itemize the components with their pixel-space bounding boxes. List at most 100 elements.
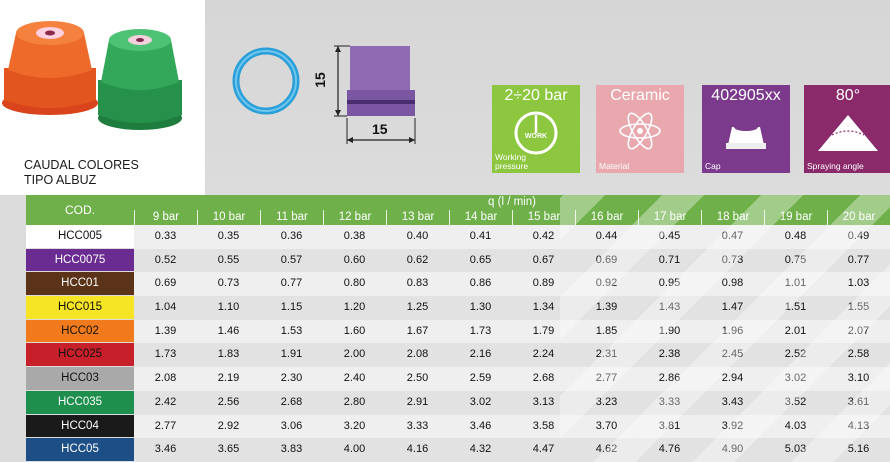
flow-value-cell: 3.58 xyxy=(512,414,575,439)
spray-angle-icon xyxy=(818,115,878,151)
flow-value-cell: 3.13 xyxy=(512,390,575,415)
flow-rate-header: q (l / min) xyxy=(134,195,890,210)
flow-value-cell: 2.16 xyxy=(449,343,512,368)
flow-value-cell: 1.85 xyxy=(575,319,638,344)
flow-value-cell: 2.31 xyxy=(575,343,638,368)
flow-value-cell: 2.52 xyxy=(764,343,827,368)
table-row: HCC02 1.39 1.46 1.53 1.60 1.67 1.73 1.79 1.85 1.9… xyxy=(26,319,890,344)
flow-value-cell: 1.01 xyxy=(764,272,827,297)
nozzle-code-cell: HCC025 xyxy=(26,343,134,367)
orange-nozzle-image xyxy=(2,21,98,115)
spec-pressure-label: Working pressure xyxy=(495,153,528,171)
title-line-1: CAUDAL COLORES xyxy=(24,158,139,172)
flow-value-cell: 3.20 xyxy=(323,414,386,439)
nozzle-code-cell: HCC015 xyxy=(26,296,134,319)
flow-value-cell: 2.38 xyxy=(638,343,701,368)
flow-value-cell: 3.52 xyxy=(764,390,827,415)
pressure-header-cell: 14 bar xyxy=(449,210,512,225)
spec-spraying-angle: 80° Spraying angle xyxy=(804,85,890,173)
flow-value-cell: 1.20 xyxy=(323,296,386,320)
flow-value-cell: 1.03 xyxy=(827,272,890,297)
flow-value-cell: 0.62 xyxy=(386,248,449,273)
flow-value-cell: 1.96 xyxy=(701,319,764,344)
flow-value-cell: 2.77 xyxy=(575,367,638,391)
flow-value-cell: 2.42 xyxy=(134,390,197,415)
flow-value-cell: 3.83 xyxy=(260,438,323,462)
flow-value-cell: 3.46 xyxy=(134,438,197,462)
flow-value-cell: 2.80 xyxy=(323,390,386,415)
dimension-diagram xyxy=(334,45,416,144)
flow-value-cell: 2.08 xyxy=(386,343,449,368)
flow-value-cell: 0.67 xyxy=(512,248,575,273)
table-row: HCC025 1.73 1.83 1.91 2.00 2.08 2.16 2.24 2.31 2.… xyxy=(26,343,890,368)
flow-value-cell: 2.92 xyxy=(197,414,260,439)
pressure-header-cell: 9 bar xyxy=(134,210,197,225)
flow-value-cell: 3.33 xyxy=(638,390,701,415)
pressure-header-cell: 16 bar xyxy=(575,210,638,225)
cap-icon xyxy=(726,123,766,149)
flow-value-cell: 2.68 xyxy=(260,390,323,415)
flow-value-cell: 4.00 xyxy=(323,438,386,462)
flow-value-cell: 1.53 xyxy=(260,319,323,344)
spec-cap-label: Cap xyxy=(705,161,721,171)
flow-value-cell: 0.44 xyxy=(575,225,638,249)
flow-value-cell: 3.92 xyxy=(701,414,764,439)
flow-value-cell: 0.55 xyxy=(197,248,260,273)
flow-value-cell: 3.02 xyxy=(449,390,512,415)
flow-value-cell: 1.04 xyxy=(134,296,197,320)
table-row: HCC04 2.77 2.92 3.06 3.20 3.33 3.46 3.58 3.70 3.8… xyxy=(26,414,890,439)
flow-value-cell: 0.35 xyxy=(197,225,260,249)
flow-value-cell: 3.10 xyxy=(827,367,890,391)
pressure-header-row: 9 bar 10 bar 11 bar 12 bar 13 bar 14 bar 15 ba… xyxy=(134,210,890,225)
green-nozzle-image xyxy=(98,29,182,130)
flow-value-cell: 2.58 xyxy=(827,343,890,368)
flow-value-cell: 4.13 xyxy=(827,414,890,439)
flow-rate-table: COD. q (l / min) 9 bar 10 bar 11 bar 12 bar… xyxy=(26,195,890,462)
flow-value-cell: 0.48 xyxy=(764,225,827,249)
flow-value-cell: 0.47 xyxy=(701,225,764,249)
nozzle-code-cell: HCC05 xyxy=(26,438,134,461)
flow-value-cell: 2.68 xyxy=(512,367,575,391)
pressure-header-cell: 10 bar xyxy=(197,210,260,225)
spec-cap: 402905xx Cap xyxy=(702,85,790,173)
flow-value-cell: 4.03 xyxy=(764,414,827,439)
spec-cap-value: 402905xx xyxy=(711,87,781,104)
table-row: HCC01 0.69 0.73 0.77 0.80 0.83 0.86 0.89 0.92 0.9… xyxy=(26,272,890,297)
title-line-2: TIPO ALBUZ xyxy=(24,173,97,187)
flow-value-cell: 1.15 xyxy=(260,296,323,320)
spec-material-label: Material xyxy=(599,161,630,171)
flow-value-cell: 2.00 xyxy=(323,343,386,368)
flow-value-cell: 0.83 xyxy=(386,272,449,297)
flow-value-cell: 1.30 xyxy=(449,296,512,320)
flow-value-cell: 2.07 xyxy=(827,319,890,344)
table-row: HCC005 0.33 0.35 0.36 0.38 0.40 0.41 0.42 0.44 0.… xyxy=(26,225,890,249)
flow-value-cell: 2.01 xyxy=(764,319,827,344)
flow-value-cell: 0.42 xyxy=(512,225,575,249)
spec-pressure-value: 2÷20 bar xyxy=(504,87,568,104)
work-label: WORK xyxy=(524,133,548,140)
flow-value-cell: 0.69 xyxy=(134,272,197,297)
flow-value-cell: 0.49 xyxy=(827,225,890,249)
nozzle-code-cell: HCC005 xyxy=(26,225,134,248)
flow-value-cell: 0.36 xyxy=(260,225,323,249)
table-row: HCC015 1.04 1.10 1.15 1.20 1.25 1.30 1.34 1.39 1.… xyxy=(26,296,890,320)
flow-value-cell: 4.62 xyxy=(575,438,638,462)
flow-value-cell: 3.23 xyxy=(575,390,638,415)
flow-value-cell: 0.73 xyxy=(197,272,260,297)
o-ring-image xyxy=(232,47,300,115)
flow-value-cell: 2.59 xyxy=(449,367,512,391)
nozzle-code-cell: HCC03 xyxy=(26,367,134,390)
cod-column-header: COD. xyxy=(26,195,134,225)
flow-value-cell: 3.06 xyxy=(260,414,323,439)
flow-value-cell: 0.33 xyxy=(134,225,197,249)
pressure-gauge-icon xyxy=(514,111,558,155)
flow-value-cell: 0.86 xyxy=(449,272,512,297)
flow-value-cell: 4.32 xyxy=(449,438,512,462)
flow-value-cell: 0.98 xyxy=(701,272,764,297)
flow-value-cell: 2.77 xyxy=(134,414,197,439)
pressure-header-cell: 13 bar xyxy=(386,210,449,225)
flow-value-cell: 1.79 xyxy=(512,319,575,344)
flow-value-cell: 1.39 xyxy=(134,319,197,344)
flow-value-cell: 0.71 xyxy=(638,248,701,273)
nozzle-code-cell: HCC0075 xyxy=(26,248,134,272)
